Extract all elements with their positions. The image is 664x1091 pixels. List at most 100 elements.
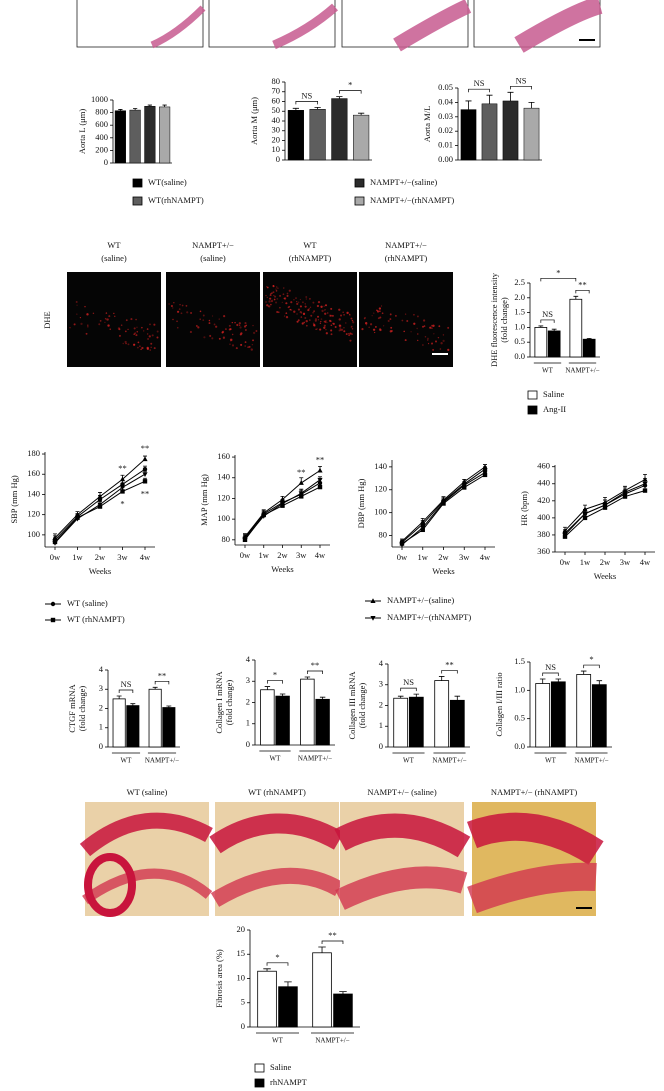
y-tick-label: 80	[379, 530, 388, 540]
image-label: NAMPT+/−	[192, 240, 234, 250]
y-tick-label: 1.0	[514, 684, 525, 694]
bar	[449, 699, 465, 748]
bar	[112, 698, 126, 748]
fluorescence-dot	[430, 342, 434, 345]
fluorescence-dot	[277, 311, 280, 314]
fluorescence-dot	[439, 348, 442, 350]
significance-label: **	[158, 670, 167, 680]
fluorescence-dot	[247, 346, 249, 348]
y-tick-label: 100	[217, 513, 230, 523]
legend-swatch	[132, 196, 143, 206]
fluorescence-dot	[181, 304, 184, 307]
significance-bracket	[154, 680, 170, 685]
y-tick-label: 2	[246, 696, 250, 706]
fluorescence-dot	[326, 321, 328, 324]
fluorescence-dot	[438, 325, 441, 328]
fluorescence-dot	[180, 312, 183, 315]
legend-swatch	[354, 178, 365, 188]
fluorescence-dot	[252, 339, 254, 342]
x-axis-label: Weeks	[432, 566, 454, 576]
fluorescence-dot	[351, 327, 354, 330]
fluorescence-dot	[350, 317, 353, 320]
bar	[591, 684, 607, 748]
fluorescence-dot	[320, 318, 323, 320]
fluorescence-dot	[229, 328, 232, 331]
fluorescence-dot	[148, 335, 151, 338]
fluorescence-dot	[276, 286, 278, 288]
marker	[482, 470, 488, 476]
y-axis-label: Aorta M (μm)	[249, 97, 259, 145]
fluorescence-dot	[127, 343, 130, 346]
x-tick-label: 1w	[72, 552, 83, 562]
fluorescence-dot	[328, 319, 331, 322]
bar	[393, 697, 409, 748]
fluorescence-dot	[173, 302, 175, 304]
error-bar	[263, 968, 271, 972]
fluorescence-dot	[289, 308, 292, 311]
fluorescence-dot	[285, 312, 288, 315]
tissue	[514, 0, 603, 53]
bar	[312, 952, 332, 1028]
legend-label: WT(saline)	[148, 177, 187, 187]
fluorescence-dot	[323, 305, 325, 307]
fluorescence-dot	[224, 328, 227, 331]
y-tick-label: 1.0	[514, 321, 525, 331]
significance-label: **	[311, 660, 320, 670]
y-axis-label: MAP (mm Hg)	[199, 474, 209, 526]
vessel-wall	[467, 862, 597, 914]
fluorescence-dot	[285, 302, 288, 305]
legend-marker	[370, 616, 376, 621]
fluorescence-dot	[283, 297, 287, 300]
marker	[622, 494, 628, 499]
fluorescence-dot	[423, 325, 426, 327]
fluorescence-dot	[421, 325, 425, 328]
error-bar	[486, 94, 493, 104]
error-bar	[284, 981, 292, 987]
marker	[602, 503, 608, 508]
fluorescence-dot	[146, 346, 149, 350]
x-tick-label: 3w	[459, 552, 470, 562]
fluorescence-dot	[329, 314, 332, 317]
significance-label: **	[328, 930, 337, 940]
fluorescence-dot	[417, 339, 419, 342]
fluorescence-dot	[136, 326, 138, 328]
bar	[576, 674, 592, 748]
fluorescence-dot	[136, 330, 139, 333]
bar	[126, 705, 140, 748]
bar	[159, 106, 171, 164]
y-tick-label: 10	[237, 972, 246, 982]
legend-label: WT(rhNAMPT)	[148, 195, 204, 205]
fluorescence-dot	[390, 326, 393, 329]
fluorescence-dot	[426, 337, 429, 340]
significance-label: **	[578, 279, 587, 289]
fluorescence-dot	[340, 328, 344, 331]
fluorescence-dot	[176, 310, 180, 313]
y-tick-label: 2	[99, 702, 103, 712]
significance-bracket	[540, 319, 555, 323]
bar	[534, 326, 548, 358]
error-bar	[304, 676, 311, 680]
fluorescence-dot	[343, 314, 345, 316]
fluorescence-dot	[276, 310, 279, 313]
y-axis-label: Fibrosis area (%)	[214, 949, 224, 1008]
fluorescence-dot	[272, 291, 275, 294]
y-tick-label: 0	[104, 157, 108, 167]
row-label: DHE	[42, 311, 52, 328]
fluorescence-dot	[343, 330, 346, 333]
x-tick-label: 2w	[95, 552, 106, 562]
x-tick-label: 4w	[640, 557, 651, 567]
fluorescence-dot	[379, 316, 382, 319]
fluorescence-dot	[153, 347, 156, 350]
fluorescence-dot	[373, 331, 376, 334]
significance-label: *	[348, 80, 352, 90]
fluorescence-dot	[427, 342, 430, 345]
fluorescence-dot	[310, 314, 313, 317]
fluorescence-dot	[273, 294, 275, 297]
error-bar	[555, 678, 562, 682]
y-tick-label: 70	[272, 86, 281, 96]
marker	[97, 493, 103, 499]
fluorescence-dot	[324, 312, 327, 315]
fluorescence-dot	[69, 326, 71, 329]
fluorescence-dot	[85, 332, 88, 335]
fluorescence-dot	[300, 312, 303, 314]
